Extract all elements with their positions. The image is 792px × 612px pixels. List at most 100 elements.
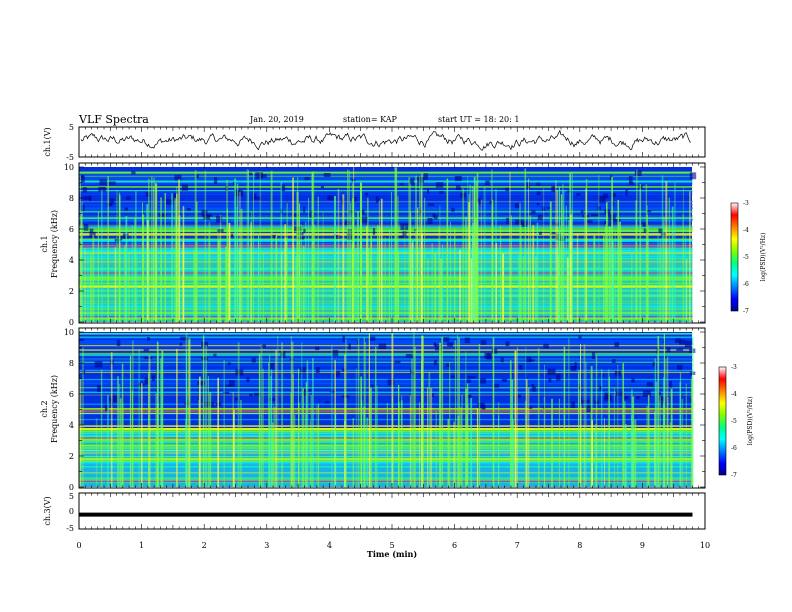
spectrogram-band xyxy=(79,479,693,481)
spectrogram-streak xyxy=(174,197,177,322)
spectrogram-patch xyxy=(539,231,542,235)
spectrogram-patch xyxy=(293,213,300,217)
spectrogram-streak xyxy=(100,369,103,487)
spectrogram-band xyxy=(79,473,693,475)
spectrogram-streak xyxy=(593,234,596,322)
spectrogram-streak xyxy=(205,344,207,487)
spectrogram-streak xyxy=(631,254,633,322)
spectrogram-patch xyxy=(601,374,605,378)
spectrogram-streak xyxy=(176,348,178,487)
spectrogram-streak xyxy=(411,358,413,487)
spectrogram-streak xyxy=(117,376,119,487)
spectrogram-patch xyxy=(197,381,206,385)
spectrogram-patch xyxy=(348,343,351,350)
spectrogram-band xyxy=(79,224,693,226)
spectrogram-patch xyxy=(405,353,413,358)
spectrogram-patch xyxy=(165,199,174,205)
spectrogram-patch xyxy=(486,353,492,360)
spectrogram-streak xyxy=(612,240,614,322)
spectrogram-streak xyxy=(409,395,412,487)
spectrogram-band xyxy=(79,476,693,478)
spectrogram-streak xyxy=(576,233,579,322)
station-label: station= KAP xyxy=(343,115,398,124)
spectrogram-streak xyxy=(671,206,674,322)
spectrogram-patch xyxy=(186,208,191,211)
spectrogram-streak xyxy=(119,398,122,487)
spectrogram-patch xyxy=(327,195,334,201)
spectrogram-streak xyxy=(360,376,362,487)
spectrogram-streak xyxy=(129,355,132,487)
ch1-ytick-top: 5 xyxy=(69,123,74,132)
spectrogram-patch xyxy=(580,210,584,214)
spectrogram-streak xyxy=(608,220,610,322)
spectrogram-line xyxy=(79,315,693,317)
spectrogram-streak xyxy=(302,388,304,487)
spectrogram-streak xyxy=(420,188,422,322)
spectrogram-streak xyxy=(657,335,660,487)
spectrogram-band xyxy=(79,425,693,427)
spectrogram-streak xyxy=(250,222,252,322)
spectrogram-streak xyxy=(208,221,211,322)
spectrogram-streak xyxy=(352,418,354,487)
spectrogram-patch xyxy=(454,175,462,182)
ch1-spectrogram-panel: 0 2 4 6 8 10 ch.1 Frequency (kHz) xyxy=(40,162,706,327)
spectrogram-streak xyxy=(421,335,423,487)
spectrogram-streak xyxy=(350,202,352,322)
spectrogram-patch xyxy=(676,348,684,352)
ch2-freq-tick-2: 2 xyxy=(69,452,74,461)
spectrogram-streak xyxy=(268,362,270,487)
spectrogram-streak xyxy=(375,346,377,487)
spectrogram-patch xyxy=(174,174,182,181)
ch1-freq-tick-0: 0 xyxy=(69,318,74,327)
spectrogram-band xyxy=(79,226,693,228)
spectrogram-streak xyxy=(357,211,359,322)
ch2-colorbar-gradient xyxy=(718,366,727,476)
spectrogram-streak xyxy=(311,172,314,322)
spectrogram-streak xyxy=(331,345,333,487)
spectrogram-streak xyxy=(476,408,479,487)
spectrogram-streak xyxy=(386,402,388,487)
spectrogram-patch xyxy=(428,203,435,206)
spectrogram-streak xyxy=(384,237,386,322)
spectrogram-streak xyxy=(291,341,294,487)
spectrogram-patch xyxy=(83,224,89,231)
spectrogram-streak xyxy=(480,199,482,322)
spectrogram-streak xyxy=(148,355,151,487)
spectrogram-patch xyxy=(505,341,510,347)
spectrogram-band xyxy=(79,466,693,468)
spectrogram-streak xyxy=(499,225,502,322)
spectrogram-streak xyxy=(595,355,598,487)
spectrogram-band xyxy=(79,186,693,188)
spectrogram-band xyxy=(79,340,693,342)
spectrogram-streak xyxy=(148,372,150,487)
spectrogram-patch xyxy=(514,203,520,209)
spectrogram-streak xyxy=(622,363,625,487)
spectrogram-band xyxy=(79,369,693,372)
spectrogram-patch xyxy=(631,378,635,383)
spectrogram-streak xyxy=(239,191,241,322)
spectrogram-streak xyxy=(398,384,400,487)
spectrogram-patch xyxy=(255,172,263,179)
spectrogram-band xyxy=(79,477,693,479)
spectrogram-streak xyxy=(114,247,117,322)
spectrogram-streak xyxy=(647,394,650,487)
spectrogram-patch xyxy=(109,198,115,205)
spectrogram-patch xyxy=(82,187,87,193)
spectrogram-streak xyxy=(606,211,608,322)
spectrogram-streak xyxy=(185,419,187,487)
spectrogram-patch xyxy=(646,382,653,387)
spectrogram-streak xyxy=(363,337,365,487)
spectrogram-band xyxy=(79,458,693,459)
spectrogram-patch xyxy=(433,342,437,347)
spectrogram-patch xyxy=(531,210,536,215)
spectrogram-band xyxy=(79,447,693,449)
spectrogram-streak xyxy=(261,413,262,487)
spectrogram-streak xyxy=(304,413,306,487)
spectrogram-patch xyxy=(229,380,235,387)
spectrogram-streak xyxy=(364,342,367,487)
spectrogram-patch xyxy=(372,228,376,235)
spectrogram-patch xyxy=(79,338,84,342)
spectrogram-streak xyxy=(142,214,145,322)
spectrogram-patch xyxy=(179,336,188,341)
spectrogram-patch xyxy=(537,214,543,221)
